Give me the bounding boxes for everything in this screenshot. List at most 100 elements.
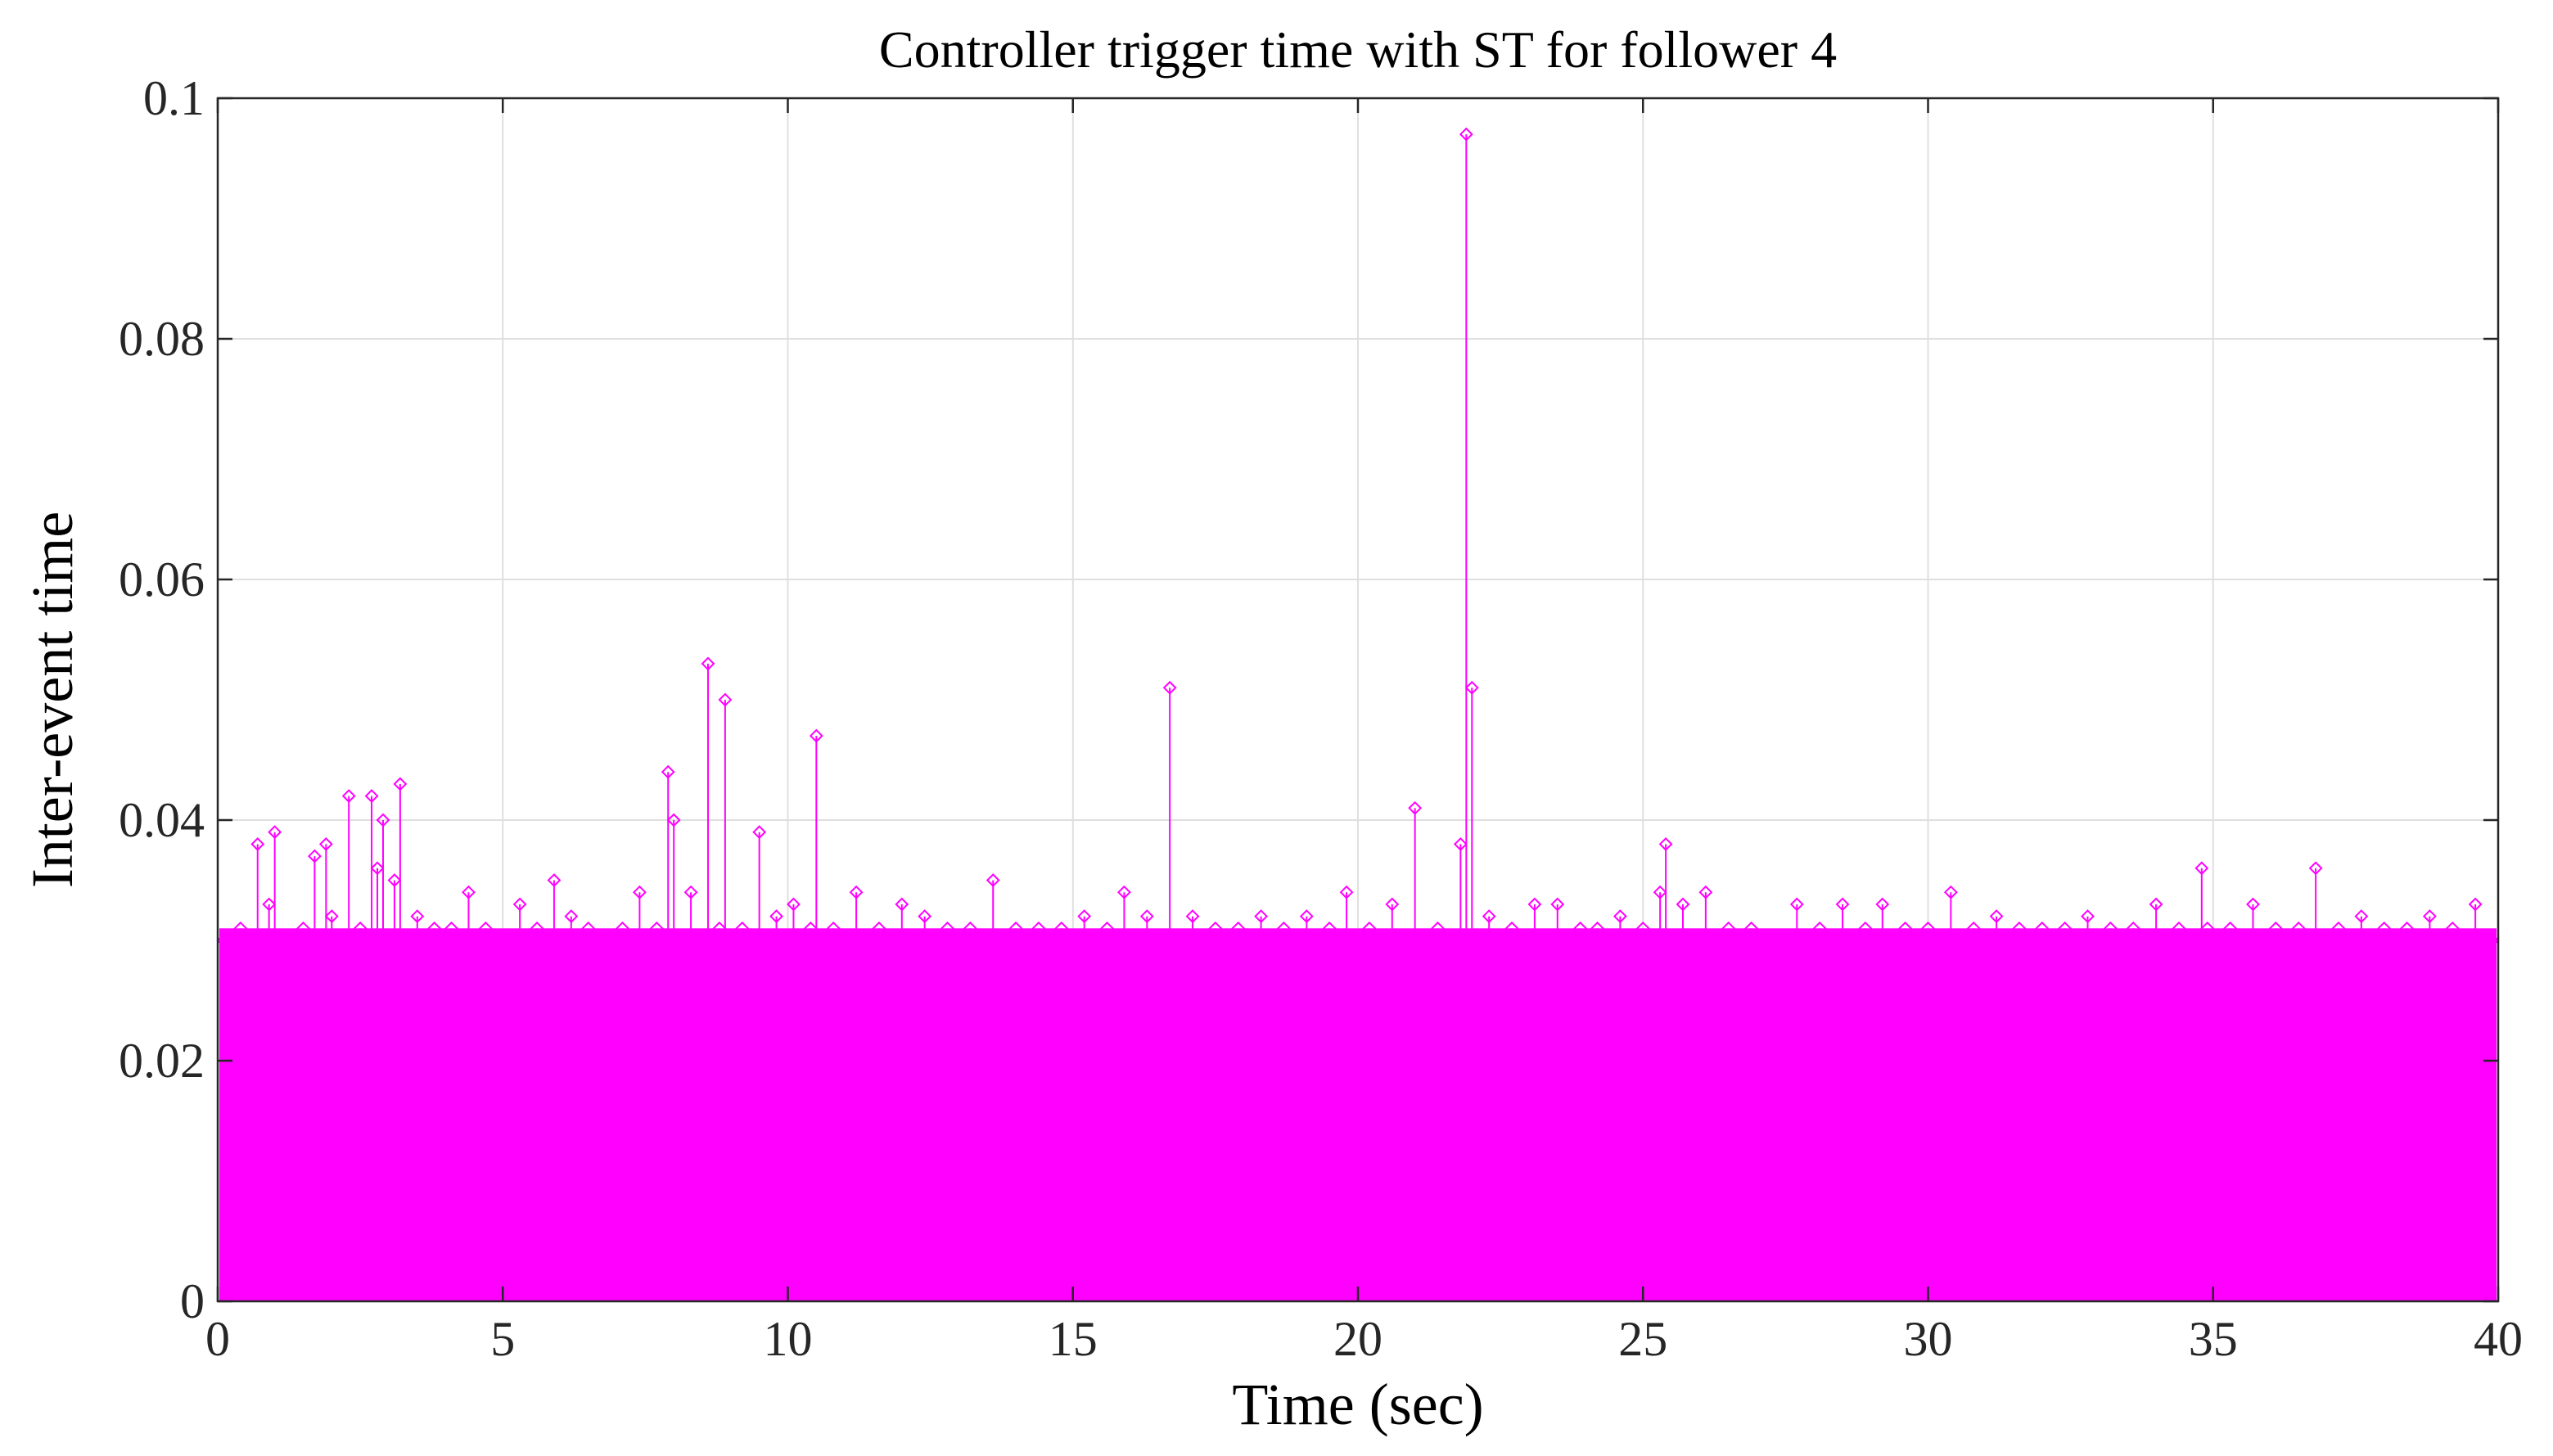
diamond-marker xyxy=(353,921,368,935)
diamond-marker xyxy=(1482,909,1496,924)
diamond-marker xyxy=(296,921,310,935)
diamond-marker xyxy=(1921,921,1935,935)
diamond-marker xyxy=(364,789,379,804)
diamond-marker xyxy=(427,921,442,935)
diamond-marker xyxy=(718,692,733,707)
diamond-marker xyxy=(564,909,579,924)
diamond-marker xyxy=(1117,885,1131,899)
diamond-marker xyxy=(318,836,333,851)
diamond-marker xyxy=(940,921,954,935)
diamond-marker xyxy=(666,813,681,827)
diamond-marker xyxy=(341,789,356,804)
axis-ticks xyxy=(216,97,2500,1303)
x-tick-label: 15 xyxy=(1049,1312,1098,1366)
diamond-marker xyxy=(1858,921,1873,935)
diamond-marker xyxy=(2035,921,2050,935)
diamond-marker xyxy=(216,933,231,948)
diamond-marker xyxy=(918,909,932,924)
stem-series xyxy=(219,134,2497,1301)
diamond-marker xyxy=(444,921,458,935)
chart-title: Controller trigger time with ST for foll… xyxy=(879,20,1837,79)
diamond-marker xyxy=(2400,921,2414,935)
diamond-marker xyxy=(1299,909,1314,924)
diamond-marker xyxy=(1989,909,2004,924)
diamond-marker xyxy=(963,921,977,935)
diamond-marker xyxy=(1453,836,1468,851)
diamond-marker xyxy=(1139,909,1154,924)
diamond-marker xyxy=(1100,921,1114,935)
x-tick-label: 20 xyxy=(1333,1312,1382,1366)
diamond-marker xyxy=(2445,921,2460,935)
diamond-marker xyxy=(1031,921,1046,935)
y-tick-label: 0.1 xyxy=(143,71,205,125)
diamond-marker xyxy=(1613,909,1627,924)
diamond-marker xyxy=(1322,921,1337,935)
diamond-marker xyxy=(233,921,248,935)
diamond-marker xyxy=(1676,897,1690,912)
y-tick-label: 0.06 xyxy=(119,552,205,606)
diamond-marker xyxy=(1550,897,1565,912)
diamond-marker xyxy=(2012,921,2027,935)
diamond-marker xyxy=(661,764,675,779)
diamond-marker xyxy=(393,777,408,791)
diamond-marker xyxy=(1573,921,1588,935)
diamond-marker xyxy=(1414,933,1428,948)
diamond-marker xyxy=(1362,921,1377,935)
diamond-marker xyxy=(1077,909,1092,924)
diamond-marker xyxy=(581,921,596,935)
diamond-marker xyxy=(1835,897,1850,912)
diamond-marker xyxy=(512,897,527,912)
diamond-marker xyxy=(1943,885,1958,899)
diamond-marker xyxy=(735,921,750,935)
diamond-marker xyxy=(1698,885,1713,899)
diamond-marker xyxy=(370,861,385,876)
diamond-marker xyxy=(1767,933,1781,948)
diamond-marker xyxy=(849,885,864,899)
diamond-marker xyxy=(2468,897,2483,912)
diamond-marker xyxy=(1744,921,1758,935)
diamond-marker xyxy=(826,921,841,935)
x-tick-label: 35 xyxy=(2189,1312,2238,1366)
diamond-marker xyxy=(268,825,282,840)
x-tick-label: 40 xyxy=(2474,1312,2523,1366)
y-tick-label: 0.02 xyxy=(119,1034,205,1088)
diamond-marker xyxy=(1431,921,1445,935)
diamond-marker xyxy=(376,813,390,827)
diamond-marker xyxy=(1447,1005,1462,1020)
diamond-marker xyxy=(1658,836,1673,851)
diamond-marker xyxy=(2223,921,2238,935)
diamond-marker xyxy=(250,836,265,851)
diamond-marker xyxy=(1966,921,1981,935)
y-tick-label: 0.08 xyxy=(119,312,205,366)
diamond-marker xyxy=(986,873,1000,887)
diamond-marker xyxy=(1277,921,1291,935)
diamond-marker xyxy=(1254,909,1269,924)
diamond-marker xyxy=(1721,921,1736,935)
marker-series xyxy=(216,127,2500,1020)
diamond-marker xyxy=(872,921,886,935)
diamond-marker xyxy=(410,909,425,924)
diamond-marker xyxy=(2354,909,2369,924)
diamond-marker xyxy=(2246,897,2260,912)
diamond-marker xyxy=(701,656,715,671)
diamond-marker xyxy=(324,909,339,924)
diamond-marker xyxy=(387,873,402,887)
diamond-marker xyxy=(530,921,544,935)
y-axis-label: Inter-event time xyxy=(20,512,85,888)
diamond-marker xyxy=(683,885,698,899)
diamond-marker xyxy=(2103,921,2118,935)
diamond-marker xyxy=(1789,897,1804,912)
diamond-marker xyxy=(1162,680,1177,695)
diamond-marker xyxy=(2081,909,2095,924)
x-tick-label: 5 xyxy=(490,1312,515,1366)
diamond-marker xyxy=(1464,680,1479,695)
diamond-marker xyxy=(1408,800,1423,815)
diamond-marker xyxy=(1339,885,1354,899)
x-tick-label: 30 xyxy=(1904,1312,1953,1366)
diamond-marker xyxy=(895,897,909,912)
diamond-marker xyxy=(598,933,613,948)
diamond-marker xyxy=(616,921,629,935)
diamond-marker xyxy=(1875,897,1890,912)
diamond-marker xyxy=(2126,921,2140,935)
diamond-marker xyxy=(2172,921,2186,935)
